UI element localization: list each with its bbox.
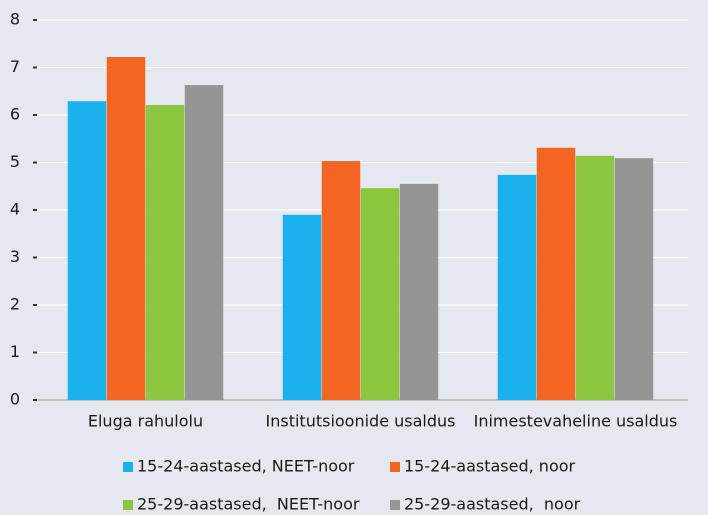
legend-swatch xyxy=(390,462,400,472)
bar xyxy=(106,57,146,401)
x-tick-label: Inimestevaheline usaldus xyxy=(474,412,678,431)
y-tick-label: 6 xyxy=(10,105,20,124)
y-tick-label: 0 xyxy=(10,390,20,409)
y-tick-label: 3 xyxy=(10,247,20,266)
legend-swatch xyxy=(123,500,133,510)
y-tick-label: 4 xyxy=(10,200,20,219)
legend-label: 25-29-aastased, noor xyxy=(404,495,581,514)
bar xyxy=(575,155,615,400)
y-tick-label: 8 xyxy=(10,10,20,29)
y-tick-label: 1 xyxy=(10,342,20,361)
x-tick-label: Eluga rahulolu xyxy=(88,412,203,431)
bar xyxy=(145,105,185,401)
bar xyxy=(536,147,576,400)
legend-swatch xyxy=(123,462,133,472)
bar xyxy=(184,85,224,400)
bar xyxy=(497,174,537,400)
legend-label: 15-24-aastased, noor xyxy=(404,457,576,476)
legend-swatch xyxy=(390,500,400,510)
bar xyxy=(321,161,361,400)
bar xyxy=(360,188,400,400)
bar xyxy=(614,158,654,400)
y-tick-label: 2 xyxy=(10,295,20,314)
bar xyxy=(282,214,322,400)
bar xyxy=(67,101,107,400)
x-tick-label: Institutsioonide usaldus xyxy=(266,412,456,431)
legend-label: 25-29-aastased, NEET-noor xyxy=(137,495,360,514)
bar xyxy=(399,183,439,400)
legend-label: 15-24-aastased, NEET-noor xyxy=(137,457,355,476)
y-tick-label: 5 xyxy=(10,152,20,171)
y-tick-label: 7 xyxy=(10,57,20,76)
